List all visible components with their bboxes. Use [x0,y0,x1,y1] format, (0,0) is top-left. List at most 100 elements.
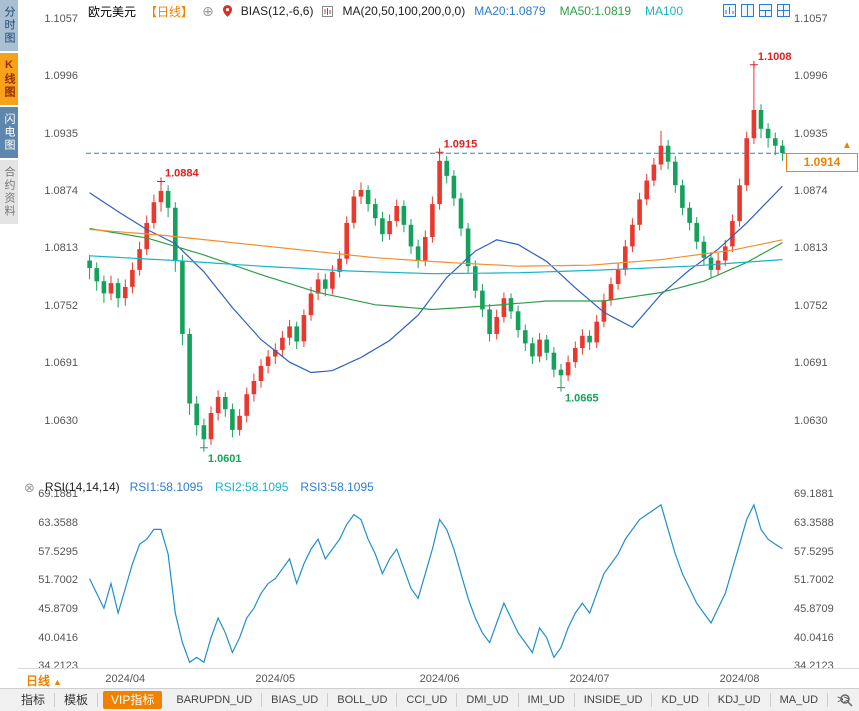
x-axis-label: 2024/08 [719,673,760,685]
pin-icon[interactable] [222,5,232,17]
price-axis-tick: 1.0630 [794,414,828,427]
rsi-value-label: RSI2:58.1095 [215,480,289,494]
sidebar-tab-1[interactable]: 分时图 [0,0,18,51]
price-annotation: 1.0884 [157,168,200,186]
price-axis-tick: 1.0691 [44,357,78,370]
price-annotation: 1.1008 [749,51,792,69]
rsi-header: ⊗ RSI(14,14,14) RSI1:58.1095 RSI2:58.1095… [24,479,374,495]
sidebar: 分时图 K线图闪电图合约资料 [0,0,18,711]
x-axis-label: 2024/04 [105,673,146,685]
rsi-chart-svg[interactable] [86,484,786,668]
toolbar-tab-BOLL_UD[interactable]: BOLL_UD [328,693,398,707]
ma-value-label: MA100 [645,4,684,18]
svg-text:1.0884: 1.0884 [165,168,200,180]
symbol-name: 欧元美元 [88,4,137,19]
ma-line-MA200 [89,228,783,267]
chart-header: 欧元美元 【日线】 ⊕ BIAS(12,-6,6) MA(20,50,100,2… [18,0,719,22]
layout-single-pane-icon[interactable] [723,4,736,17]
layout-two-pane-icon[interactable] [741,4,754,17]
x-axis-label: 2024/05 [255,673,296,685]
price-axis-tick: 1.0813 [794,242,828,255]
rsi-values: RSI1:58.1095 RSI2:58.1095 RSI3:58.1095 [130,480,374,494]
rsi-axis-tick: 69.1881 [794,488,834,501]
price-axis-tick: 1.0874 [44,184,78,197]
rsi-axis-tick: 63.3588 [794,516,834,529]
price-annotation: 1.0665 [557,383,599,405]
rsi-line [89,503,783,664]
period-tag[interactable]: 【日线】 [145,4,194,19]
period-selector[interactable]: 日线 ▲ [26,672,62,689]
price-marker-arrow: ▲ [842,140,852,152]
toolbar-tab-BARUPDN_UD[interactable]: BARUPDN_UD [167,693,263,707]
ma-values: MA20:1.0879 MA50:1.0819 MA100 [474,4,683,18]
rsi-axis-tick: 69.1881 [38,488,78,501]
price-axis-tick: 1.0935 [794,127,828,140]
svg-text:1.0665: 1.0665 [565,393,599,405]
search-icon[interactable] [839,693,853,711]
toolbar-tab-指标[interactable]: 指标 [12,693,56,707]
price-axis-tick: 1.0691 [794,357,828,370]
ma-line-MA100 [89,255,783,275]
layout-icons [723,4,790,17]
add-indicator-icon[interactable]: ⊕ [202,3,214,19]
rsi-settings-icon[interactable]: ⊗ [24,479,35,495]
ma-indicator-label: MA(20,50,100,200,0,0) [342,4,466,18]
toolbar-tab-IMI_UD[interactable]: IMI_UD [519,693,575,707]
bottom-toolbar: 指标 模板 VIP指标 BARUPDN_UD BIAS_UD BOLL_UD CCI_UD D… [0,688,859,711]
period-selector-label: 日线 [26,674,51,688]
price-axis-tick: 1.0813 [44,242,78,255]
price-axis-tick: 1.0630 [44,414,78,427]
rsi-axis-tick: 40.0416 [794,631,834,644]
layout-three-pane-icon[interactable] [759,4,772,17]
candlestick-series [87,64,785,448]
ma-line-MA50 [89,227,783,311]
axis-right: 1.1057 1.0996 1.0935 1.0874 1.0813 1.0752 1.06… [790,0,858,690]
rsi-value-label: RSI1:58.1095 [129,480,204,494]
price-axis-tick: 1.0874 [794,184,828,197]
ma-value-label: MA50:1.0819 [559,4,631,18]
price-axis-tick: 1.0752 [794,299,828,312]
last-price-label: 1.0914 [786,153,858,173]
x-axis-label: 2024/07 [569,673,610,685]
price-axis-tick: 1.1057 [794,12,828,25]
rsi-axis-tick: 51.7002 [38,574,78,587]
rsi-axis-tick: 63.3588 [38,516,78,529]
price-axis-tick: 1.0996 [794,70,828,83]
toolbar-tab-KD_UD[interactable]: KD_UD [652,693,709,707]
svg-text:1.1008: 1.1008 [758,51,792,63]
ma-line-MA20 [89,185,783,374]
toolbar-tab-BIAS_UD[interactable]: BIAS_UD [262,693,329,707]
svg-text:1.0601: 1.0601 [208,453,242,465]
price-axis-tick: 1.0996 [44,70,78,83]
rsi-axis-tick: 51.7002 [794,574,834,587]
price-axis-tick: 1.1057 [44,12,78,25]
toolbar-tab-VIP指标[interactable]: VIP指标 [103,691,163,709]
toolbar-tab-KDJ_UD[interactable]: KDJ_UD [709,693,771,707]
svg-text:1.0915: 1.0915 [444,138,478,150]
layout-four-pane-icon[interactable] [777,4,790,17]
x-axis-label: 2024/06 [419,673,460,685]
rsi-title: RSI(14,14,14) [44,480,120,494]
bias-indicator-label: BIAS(12,-6,6) [240,4,314,18]
sidebar-tab-4[interactable]: 合约资料 [0,160,18,224]
sidebar-tab-2[interactable]: K线图 [0,53,18,105]
price-axis-tick: 1.0935 [44,127,78,140]
x-axis: 日线 ▲ 2024/04 2024/05 2024/06 2024/07 2024/08 [18,668,859,690]
kline-indicator-icon [322,5,334,17]
toolbar-tab-DMI_UD[interactable]: DMI_UD [457,693,519,707]
axis-left: 1.1057 1.0996 1.0935 1.0874 1.0813 1.0752 1.06… [18,0,82,690]
toolbar-tab-INSIDE_UD[interactable]: INSIDE_UD [575,693,653,707]
rsi-value-label: RSI3:58.1095 [300,480,374,494]
price-annotation: 1.0601 [199,443,242,465]
toolbar-tab-模板[interactable]: 模板 [55,693,99,707]
toolbar-tab-CCI_UD[interactable]: CCI_UD [397,693,458,707]
price-annotation: 1.0915 [435,138,478,157]
rsi-axis-tick: 40.0416 [38,631,78,644]
sidebar-tab-3[interactable]: 闪电图 [0,107,18,158]
rsi-axis-tick: 57.5295 [38,545,78,558]
price-chart-svg[interactable]: 1.0884 1.0915 1.1008 1.0601 1.0665 [86,8,792,476]
chevron-up-icon: ▲ [53,677,62,687]
price-axis-tick: 1.0752 [44,299,78,312]
toolbar-tab-MA_UD[interactable]: MA_UD [771,693,829,707]
